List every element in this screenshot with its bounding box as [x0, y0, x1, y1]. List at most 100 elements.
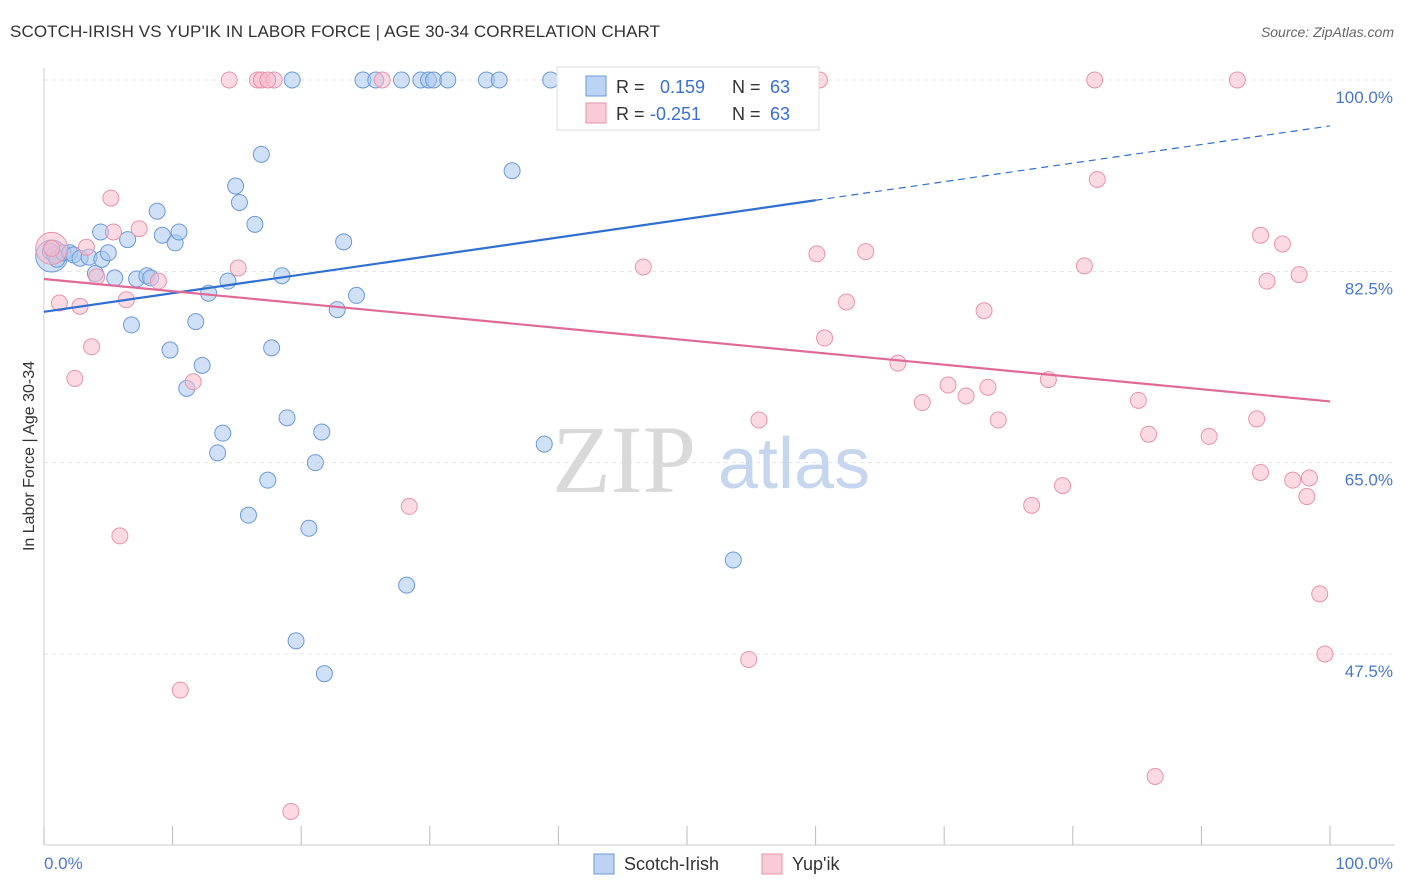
- legend-r-label-2: R =: [616, 104, 645, 124]
- scotch-irish-point: [283, 71, 301, 89]
- scotch-irish-point: [287, 632, 305, 650]
- scotch-irish-point: [246, 215, 264, 233]
- yupik-point: [989, 411, 1007, 429]
- yupik-point: [1258, 272, 1276, 290]
- yupik-point: [740, 650, 758, 668]
- regression-lines: [43, 125, 1331, 403]
- yupik-point: [66, 369, 84, 387]
- watermark-zip: ZIP: [552, 406, 696, 513]
- x-tick-label-end: 100.0%: [1335, 854, 1393, 873]
- scotch-irish-point: [119, 231, 137, 249]
- series-scotch-irish-points: [35, 71, 742, 683]
- scotch-irish-trend-line-extension: [815, 125, 1331, 201]
- series-legend: Scotch-Irish Yup'ik: [593, 853, 840, 875]
- yupik-point: [1273, 235, 1291, 253]
- legend-swatch-yupik: [585, 102, 607, 124]
- yupik-point: [1252, 226, 1270, 244]
- yupik-point: [1023, 496, 1041, 514]
- yupik-point: [184, 373, 202, 391]
- scotch-irish-point: [209, 444, 227, 462]
- scotch-irish-point: [490, 71, 508, 89]
- watermark: ZIP atlas: [552, 406, 870, 513]
- scotch-irish-trend-line: [43, 199, 816, 313]
- yupik-point: [400, 497, 418, 515]
- y-tick-label: 47.5%: [1345, 662, 1393, 681]
- yupik-point: [1088, 170, 1106, 188]
- scotch-irish-point: [187, 313, 205, 331]
- yupik-point: [50, 294, 68, 312]
- scotch-irish-point: [306, 454, 324, 472]
- yupik-point: [83, 338, 101, 356]
- scotch-irish-point: [724, 551, 742, 569]
- y-tick-labels: 47.5% 65.0% 82.5% 100.0%: [1335, 88, 1393, 681]
- yupik-point: [837, 293, 855, 311]
- legend-n-value-1: 63: [770, 77, 790, 97]
- scotch-irish-point: [503, 162, 521, 180]
- scotch-irish-point: [161, 341, 179, 359]
- scotch-irish-point: [439, 71, 457, 89]
- yupik-point: [808, 245, 826, 263]
- yupik-point: [816, 329, 834, 347]
- yupik-point: [229, 259, 247, 277]
- yupik-point: [111, 527, 129, 545]
- scotch-irish-point: [542, 71, 560, 89]
- yupik-point: [1140, 425, 1158, 443]
- yupik-point: [1316, 645, 1334, 663]
- legend-n-label-2: N =: [732, 104, 761, 124]
- scotch-irish-point: [398, 576, 416, 594]
- yupik-point: [373, 71, 391, 89]
- scotch-irish-point: [230, 193, 248, 211]
- scotch-irish-point: [278, 409, 296, 427]
- yupik-point: [149, 272, 167, 290]
- yupik-point: [282, 802, 300, 820]
- yupik-point: [1086, 71, 1104, 89]
- yupik-point: [104, 223, 122, 241]
- yupik-trend-line: [43, 277, 1331, 403]
- yupik-point: [857, 243, 875, 261]
- yupik-point: [957, 387, 975, 405]
- yupik-point: [171, 681, 189, 699]
- yupik-point: [1300, 469, 1318, 487]
- scotch-irish-point: [106, 269, 124, 287]
- scotch-irish-point: [99, 244, 117, 262]
- yupik-point: [1129, 391, 1147, 409]
- source-label: Source: ZipAtlas.com: [1260, 24, 1394, 40]
- yupik-point: [1248, 410, 1266, 428]
- yupik-point: [220, 71, 238, 89]
- yupik-point: [1075, 257, 1093, 275]
- yupik-point: [634, 258, 652, 276]
- bottom-legend-swatch-yupik: [761, 853, 783, 875]
- stats-legend: R = 0.159 N = 63 R = -0.251 N = 63: [556, 66, 820, 131]
- scotch-irish-point: [335, 233, 353, 251]
- scotch-irish-point: [214, 424, 232, 442]
- legend-r-label-1: R =: [616, 77, 645, 97]
- scotch-irish-point: [315, 665, 333, 683]
- scotch-irish-point: [347, 286, 365, 304]
- scotch-irish-point: [227, 177, 245, 195]
- yupik-point: [1290, 266, 1308, 284]
- scotch-irish-point: [239, 506, 257, 524]
- yupik-point: [975, 302, 993, 320]
- yupik-point: [1228, 71, 1246, 89]
- yupik-point: [130, 220, 148, 238]
- yupik-point: [43, 239, 61, 257]
- bottom-legend-swatch-scotch-irish: [593, 853, 615, 875]
- scotch-irish-point: [393, 71, 411, 89]
- scotch-irish-point: [425, 71, 443, 89]
- scotch-irish-point: [259, 471, 277, 489]
- scotch-irish-point: [328, 301, 346, 319]
- scotch-irish-point: [170, 223, 188, 241]
- scotch-irish-point: [300, 519, 318, 537]
- yupik-point: [750, 411, 768, 429]
- legend-r-value-1: 0.159: [660, 77, 705, 97]
- bottom-legend-label-yupik: Yup'ik: [792, 854, 840, 874]
- yupik-point: [1200, 427, 1218, 445]
- chart-title: SCOTCH-IRISH VS YUP'IK IN LABOR FORCE | …: [10, 22, 661, 41]
- yupik-point: [1311, 585, 1329, 603]
- yupik-point: [259, 71, 277, 89]
- yupik-point: [939, 376, 957, 394]
- watermark-atlas: atlas: [718, 424, 870, 504]
- y-tick-label: 65.0%: [1345, 471, 1393, 490]
- yupik-point: [889, 354, 907, 372]
- yupik-point: [1252, 464, 1270, 482]
